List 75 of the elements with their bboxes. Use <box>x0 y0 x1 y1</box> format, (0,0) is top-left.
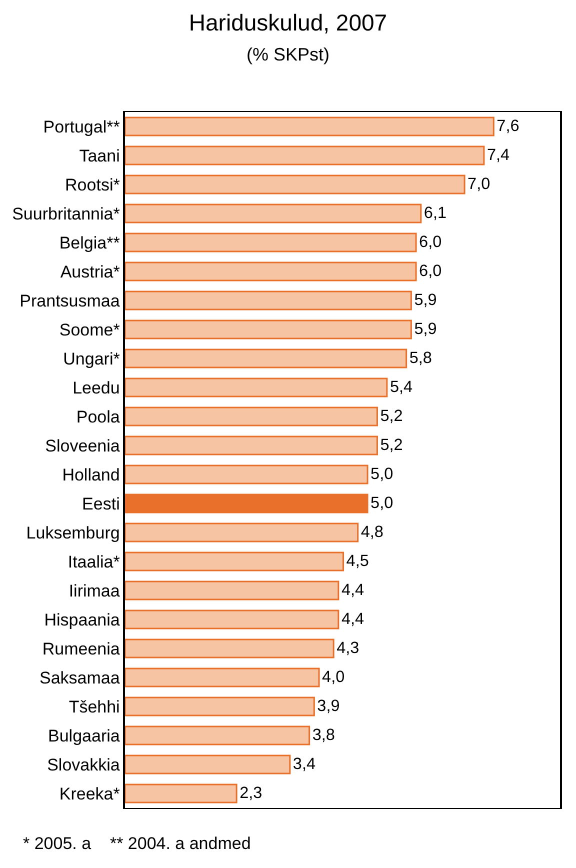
data-label: 7,6 <box>496 117 520 136</box>
bar <box>125 320 412 340</box>
bar <box>125 290 412 310</box>
y-tick-label: Slovakkia <box>47 755 120 774</box>
y-tick-label: Sloveenia <box>45 436 120 456</box>
bar <box>125 784 238 804</box>
data-label: 3,8 <box>312 726 335 744</box>
bar <box>125 406 378 426</box>
bar <box>125 754 291 774</box>
bar <box>125 348 408 368</box>
data-label: 6,1 <box>424 204 446 222</box>
data-label: 5,4 <box>390 378 413 396</box>
bar <box>125 580 340 600</box>
y-tick-label: Hispaania <box>44 610 120 630</box>
y-tick-label: Portugal** <box>43 117 120 136</box>
data-label: 5,9 <box>414 320 437 338</box>
data-label: 7,0 <box>468 175 490 194</box>
y-tick-label: Soome* <box>59 320 120 340</box>
bar <box>125 204 422 224</box>
bar <box>125 638 334 658</box>
y-tick-label: Leedu <box>72 378 120 398</box>
data-label: 4,3 <box>336 639 360 658</box>
bar <box>125 436 378 456</box>
bar <box>125 174 466 194</box>
y-tick-label: Belgia** <box>59 233 120 252</box>
y-tick-label: Suurbritannia* <box>12 204 120 224</box>
bar <box>125 552 344 572</box>
bar <box>125 610 340 630</box>
data-label: 3,4 <box>292 755 316 774</box>
y-tick-label: Tšehhi <box>68 697 120 716</box>
bar <box>125 696 315 716</box>
data-label: 3,9 <box>317 697 340 716</box>
data-label: 5,2 <box>380 436 403 454</box>
data-label: 4,8 <box>360 523 384 542</box>
y-tick-label: Poola <box>76 407 120 426</box>
data-label: 5,2 <box>380 407 403 426</box>
y-tick-label: Itaalia* <box>68 552 120 572</box>
y-tick-label: Saksamaa <box>40 668 120 688</box>
y-tick-label: Holland <box>62 465 120 484</box>
text: * 2005. a ** 2004. a andmed <box>23 834 251 853</box>
y-tick-label: Prantsusmaa <box>20 291 120 310</box>
bar <box>125 262 417 282</box>
chart-title: Hariduskulud, 2007 <box>188 9 388 36</box>
data-label: 5,8 <box>409 349 432 368</box>
y-tick-label: Iirimaa <box>68 581 120 600</box>
data-label: 7,4 <box>486 146 510 164</box>
y-tick-label: Rumeenia <box>42 639 120 658</box>
data-label: 5,9 <box>414 291 437 310</box>
bar <box>125 494 368 514</box>
y-tick-label: Austria* <box>60 262 120 282</box>
data-label: 2,3 <box>240 784 262 802</box>
bar <box>125 146 485 166</box>
data-label: 6,0 <box>419 262 442 280</box>
data-label: 4,0 <box>322 668 345 686</box>
bar <box>125 726 310 746</box>
bar <box>125 668 320 688</box>
data-label: 4,4 <box>341 581 364 600</box>
y-tick-label: Luksemburg <box>26 523 120 542</box>
data-label: 5,0 <box>370 494 394 512</box>
y-tick-label: Ungari* <box>63 349 120 368</box>
bar <box>125 116 494 136</box>
data-label: 6,0 <box>419 233 442 252</box>
bar <box>125 522 359 542</box>
bar <box>125 464 368 484</box>
chart-subtitle: (% SKPst) <box>246 44 330 64</box>
bar <box>125 232 417 252</box>
data-label: 5,0 <box>370 465 394 484</box>
y-tick-label: Kreeka* <box>59 784 120 804</box>
bar <box>125 378 388 398</box>
data-label: 4,4 <box>341 610 364 628</box>
y-tick-label: Eesti <box>82 494 120 514</box>
data-label: 4,5 <box>346 552 369 570</box>
y-tick-label: Bulgaaria <box>48 726 120 746</box>
y-tick-label: Taani <box>79 146 120 166</box>
y-tick-label: Rootsi* <box>65 175 120 194</box>
